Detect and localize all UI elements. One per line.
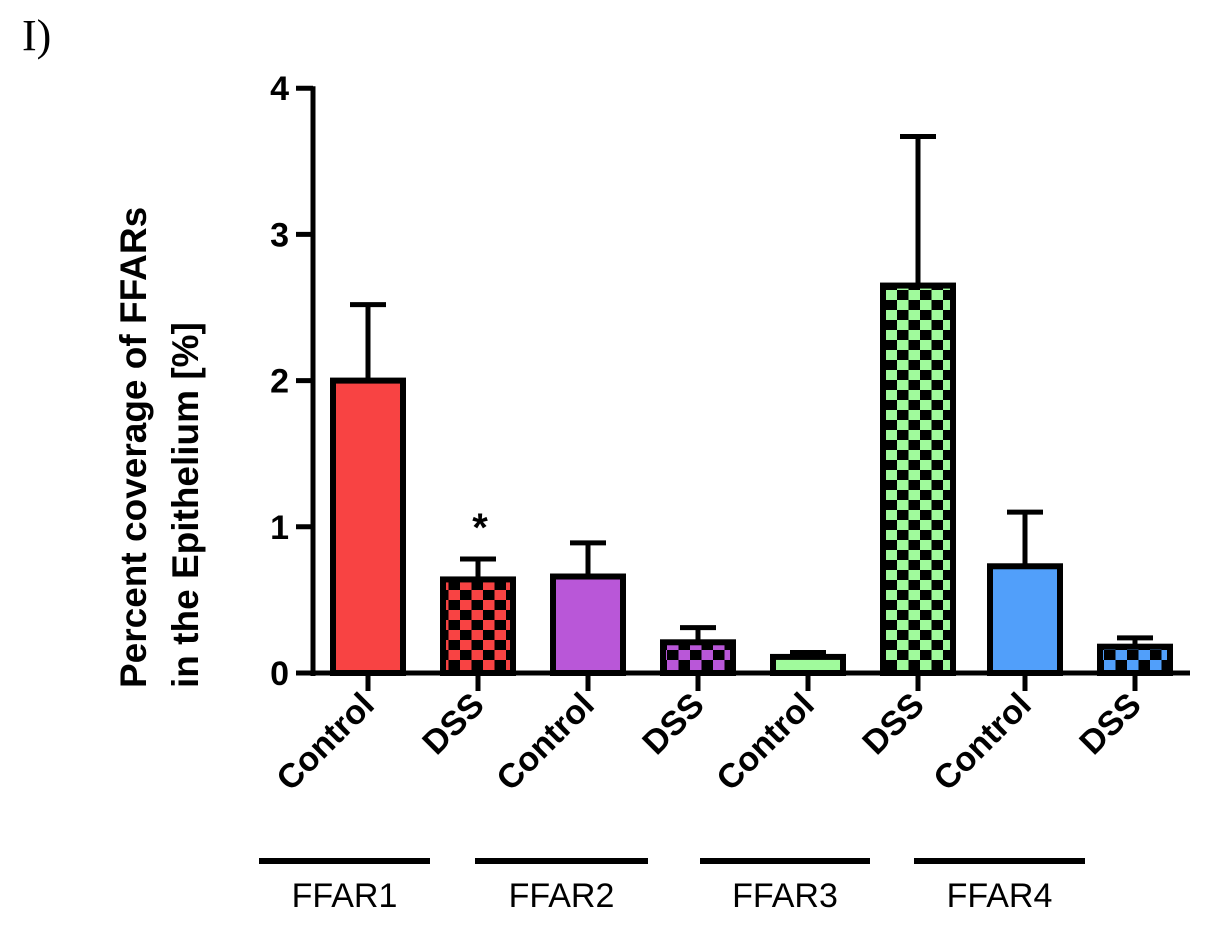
group-labels: FFAR1 FFAR2 FFAR3 FFAR4 <box>259 858 1085 915</box>
bar-ffar4-dss <box>1097 635 1173 677</box>
y-tick-label: 1 <box>270 509 289 547</box>
bar-ffar1-control <box>330 302 406 676</box>
bar-ffar3-control <box>770 650 846 677</box>
y-tick-label: 4 <box>270 70 289 108</box>
bars: * <box>330 133 1173 677</box>
x-tick-label: DSS <box>1072 686 1148 762</box>
group-label-ffar3: FFAR3 <box>732 877 838 915</box>
bar-ffar2-dss <box>660 625 736 676</box>
significance-asterisk: * <box>472 506 488 550</box>
axes: 0 1 2 3 4 <box>270 70 1190 693</box>
y-tick-label: 0 <box>270 655 289 693</box>
bar-ffar2-control <box>550 540 626 676</box>
y-tick-label: 3 <box>270 216 289 254</box>
x-tick-label: Control <box>489 686 601 798</box>
x-tick-label: DSS <box>855 686 931 762</box>
bar-ffar4-control <box>987 509 1063 676</box>
x-tick-label: Control <box>709 686 821 798</box>
x-tick-label: Control <box>269 686 381 798</box>
x-tick-label: DSS <box>635 686 711 762</box>
y-tick-label: 2 <box>270 363 289 401</box>
panel-label: I) <box>22 11 52 60</box>
bar-ffar3-dss <box>880 133 956 676</box>
x-tick-label: Control <box>926 686 1038 798</box>
group-label-ffar4: FFAR4 <box>947 877 1053 915</box>
bar-ffar1-dss <box>440 556 516 677</box>
group-label-ffar2: FFAR2 <box>509 877 615 915</box>
group-label-ffar1: FFAR1 <box>292 877 398 915</box>
x-tick-label: DSS <box>415 686 491 762</box>
